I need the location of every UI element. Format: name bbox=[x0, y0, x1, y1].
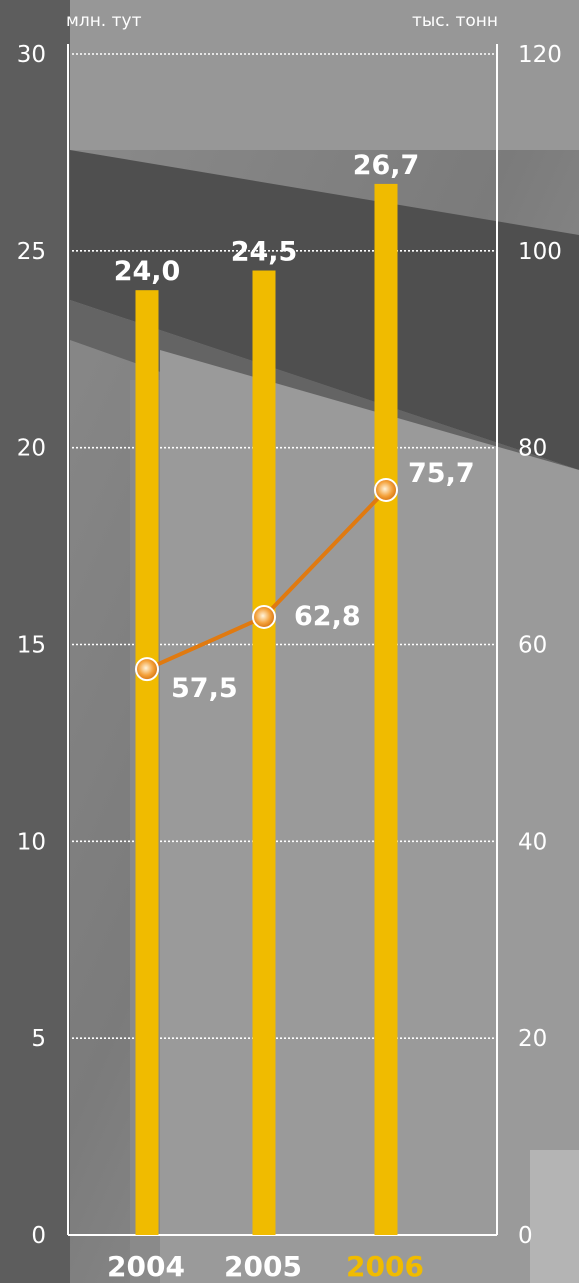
bar-value-label: 24,0 bbox=[114, 256, 181, 287]
grid-lines bbox=[72, 53, 494, 1039]
line-value-label: 62,8 bbox=[294, 601, 361, 632]
bar-value-label: 26,7 bbox=[353, 150, 420, 181]
line-point-marker bbox=[374, 477, 398, 502]
y-axis-left-tick-label: 15 bbox=[17, 633, 46, 659]
y-axis-left-ticks: 0 5 10 15 20 25 30 bbox=[17, 42, 46, 1249]
y-axis-left-tick-label: 20 bbox=[17, 436, 46, 462]
y-axis-right-tick-label: 120 bbox=[518, 42, 562, 68]
bar bbox=[374, 183, 398, 1235]
y-axis-right-tick-label: 60 bbox=[518, 633, 547, 659]
y-axis-right-tick-label: 20 bbox=[518, 1026, 547, 1052]
bar bbox=[135, 290, 159, 1235]
bar-data-labels: 24,0 24,5 26,7 bbox=[114, 150, 420, 287]
line-point-marker bbox=[252, 604, 276, 629]
y-axis-left-tick-label: 5 bbox=[31, 1026, 46, 1052]
bar-value-label: 24,5 bbox=[231, 237, 298, 268]
x-axis-ticks: 2004 2005 2006 bbox=[107, 1250, 424, 1283]
line-value-label: 57,5 bbox=[171, 673, 238, 704]
y-axis-left-tick-label: 0 bbox=[31, 1223, 46, 1249]
y-axis-right-tick-label: 0 bbox=[518, 1223, 533, 1249]
y-axis-right-tick-label: 100 bbox=[518, 239, 562, 265]
x-axis-tick-label: 2004 bbox=[107, 1250, 185, 1283]
y-axis-left-unit: млн. тут bbox=[66, 11, 142, 31]
line-point-marker bbox=[135, 657, 159, 682]
y-axis-left-tick-label: 30 bbox=[17, 42, 46, 68]
bar-series bbox=[135, 183, 398, 1235]
line-value-label: 75,7 bbox=[408, 458, 475, 489]
x-axis-tick-label: 2005 bbox=[224, 1250, 302, 1283]
line-series bbox=[135, 477, 398, 682]
y-axis-right-ticks: 0 20 40 60 80 100 120 bbox=[518, 42, 562, 1249]
bar bbox=[252, 270, 276, 1235]
x-axis-tick-label: 2006 bbox=[346, 1250, 424, 1283]
y-axis-right-tick-label: 40 bbox=[518, 829, 547, 855]
y-axis-right-unit: тыс. тонн bbox=[412, 11, 498, 31]
y-axis-left-tick-label: 10 bbox=[17, 829, 46, 855]
line-data-labels: 57,5 62,8 75,7 bbox=[171, 458, 475, 704]
y-axis-right-tick-label: 80 bbox=[518, 436, 547, 462]
y-axis-left-tick-label: 25 bbox=[17, 239, 46, 265]
